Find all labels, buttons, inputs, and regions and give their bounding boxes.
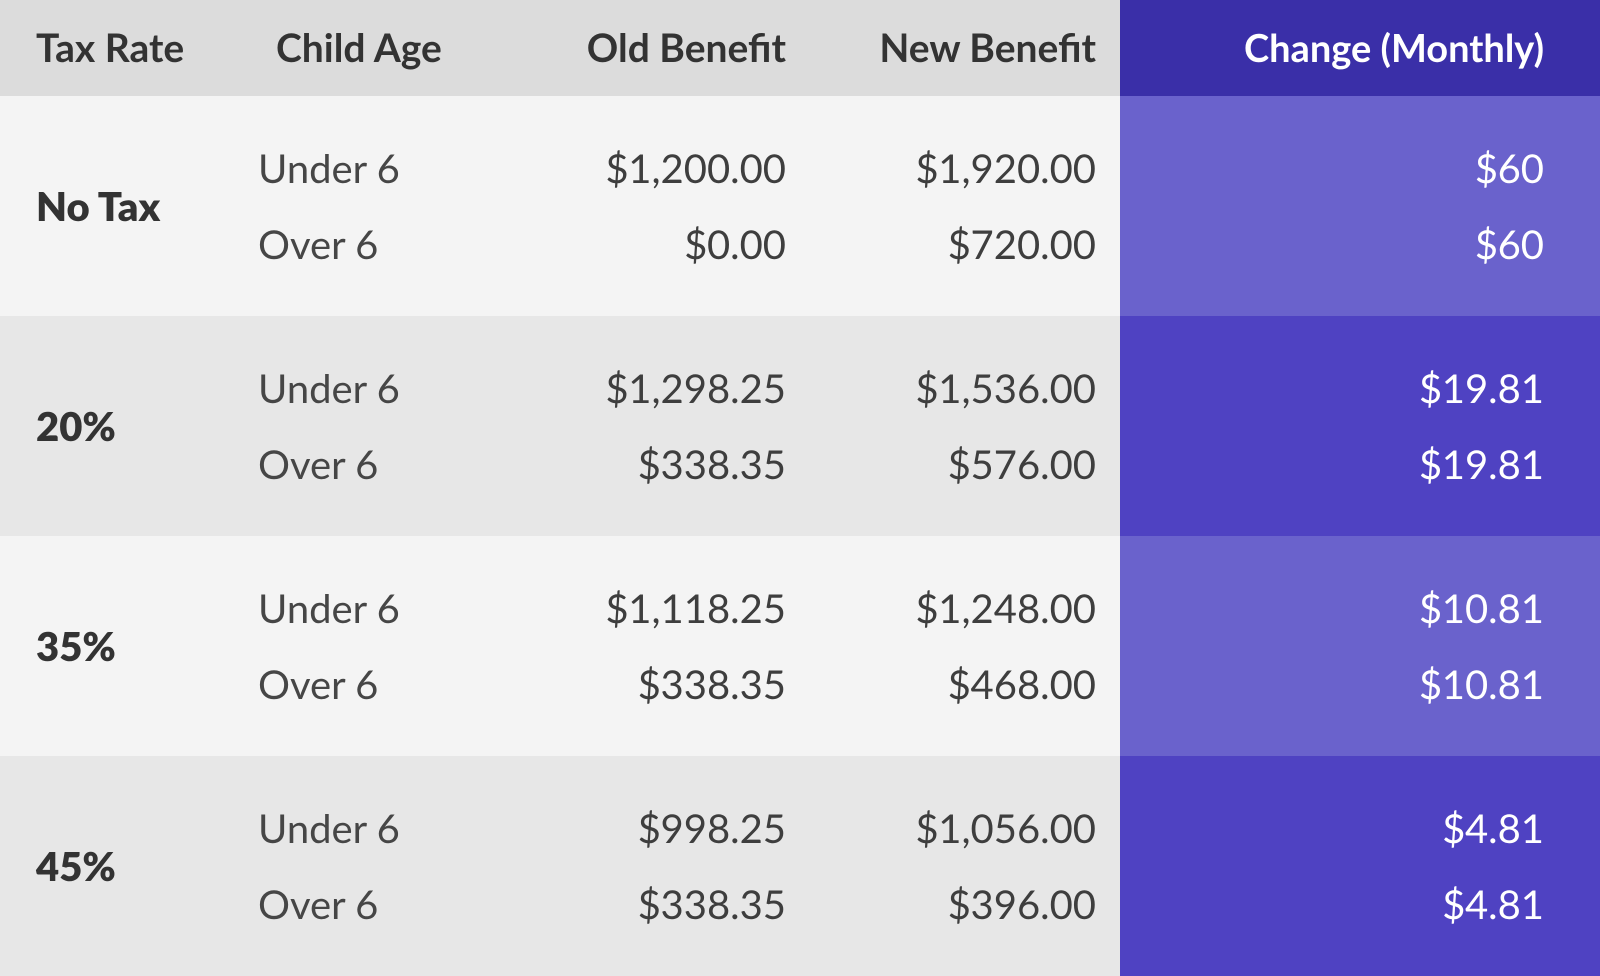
new-benefit-value: $1,056.00 [810,804,1120,852]
col-header-change: Change (Monthly) [1120,0,1600,96]
old-benefit-value: $338.35 [500,880,810,928]
tax-rate-cell: 45% [0,756,240,976]
old-benefit-value: $0.00 [500,220,810,268]
child-age-cell: Under 6 Over 6 [240,316,500,536]
change-value: $10.81 [1120,584,1544,632]
old-benefit-value: $1,200.00 [500,144,810,192]
change-value: $60 [1120,144,1544,192]
change-value: $4.81 [1120,804,1544,852]
new-benefit-cell: $1,920.00 $720.00 [810,96,1120,316]
child-age-value: Under 6 [258,804,500,852]
new-benefit-value: $468.00 [810,660,1120,708]
benefit-table: Tax Rate Child Age Old Benefit New Benef… [0,0,1600,976]
tax-rate-cell: 35% [0,536,240,756]
tax-rate-cell: 20% [0,316,240,536]
child-age-value: Under 6 [258,364,500,412]
new-benefit-value: $396.00 [810,880,1120,928]
change-value: $19.81 [1120,364,1544,412]
child-age-value: Over 6 [258,440,500,488]
old-benefit-cell: $998.25 $338.35 [500,756,810,976]
new-benefit-cell: $1,536.00 $576.00 [810,316,1120,536]
child-age-value: Under 6 [258,584,500,632]
child-age-cell: Under 6 Over 6 [240,96,500,316]
child-age-value: Over 6 [258,660,500,708]
child-age-value: Under 6 [258,144,500,192]
child-age-value: Over 6 [258,880,500,928]
tax-rate-cell: No Tax [0,96,240,316]
old-benefit-value: $338.35 [500,440,810,488]
old-benefit-cell: $1,118.25 $338.35 [500,536,810,756]
child-age-value: Over 6 [258,220,500,268]
old-benefit-value: $1,118.25 [500,584,810,632]
child-age-cell: Under 6 Over 6 [240,536,500,756]
new-benefit-cell: $1,248.00 $468.00 [810,536,1120,756]
new-benefit-cell: $1,056.00 $396.00 [810,756,1120,976]
col-header-new-benefit: New Benefit [810,0,1120,96]
change-cell: $19.81 $19.81 [1120,316,1600,536]
old-benefit-value: $998.25 [500,804,810,852]
change-cell: $4.81 $4.81 [1120,756,1600,976]
change-value: $19.81 [1120,440,1544,488]
new-benefit-value: $1,248.00 [810,584,1120,632]
col-header-child-age: Child Age [240,0,500,96]
old-benefit-value: $338.35 [500,660,810,708]
new-benefit-value: $1,920.00 [810,144,1120,192]
old-benefit-cell: $1,200.00 $0.00 [500,96,810,316]
new-benefit-value: $576.00 [810,440,1120,488]
col-header-tax-rate: Tax Rate [0,0,240,96]
new-benefit-value: $720.00 [810,220,1120,268]
change-value: $4.81 [1120,880,1544,928]
old-benefit-value: $1,298.25 [500,364,810,412]
change-cell: $10.81 $10.81 [1120,536,1600,756]
change-value: $10.81 [1120,660,1544,708]
old-benefit-cell: $1,298.25 $338.35 [500,316,810,536]
change-value: $60 [1120,220,1544,268]
change-cell: $60 $60 [1120,96,1600,316]
new-benefit-value: $1,536.00 [810,364,1120,412]
child-age-cell: Under 6 Over 6 [240,756,500,976]
col-header-old-benefit: Old Benefit [500,0,810,96]
